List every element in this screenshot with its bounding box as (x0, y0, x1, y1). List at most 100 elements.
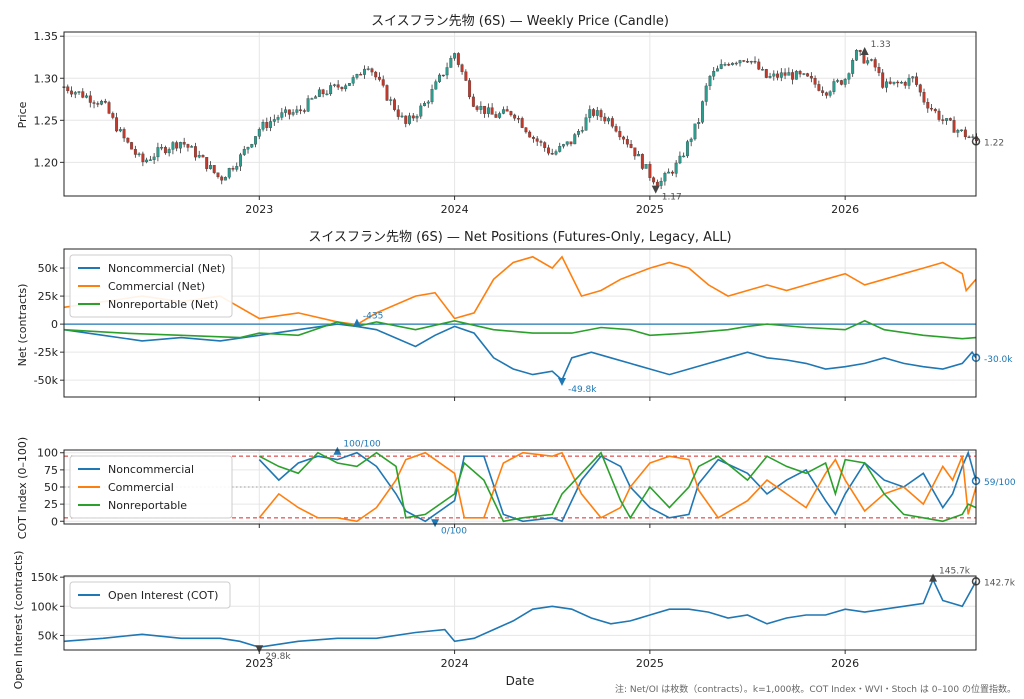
candle-body (817, 84, 821, 91)
candle-body (220, 176, 224, 181)
candle-body (866, 60, 870, 64)
candle-body (302, 110, 306, 112)
candle-body (667, 171, 671, 174)
candle-body (393, 99, 396, 110)
candle-body (685, 141, 689, 157)
candle-body (186, 144, 190, 148)
candle-body (903, 82, 907, 86)
candle-body (336, 84, 340, 88)
annotation-marker (651, 185, 660, 194)
candle-body (193, 146, 197, 158)
candle-body (821, 90, 825, 93)
candle-body (471, 96, 475, 107)
candle-body (787, 72, 791, 76)
x-tick-label: 2025 (636, 657, 664, 670)
candle-body (794, 71, 798, 80)
candle-body (441, 74, 445, 77)
y-tick-label: 0 (51, 318, 58, 331)
candle-body (88, 95, 92, 103)
candle-body (265, 122, 269, 128)
candle-body (141, 153, 145, 163)
candle-body (430, 89, 434, 103)
candle-body (746, 61, 749, 63)
candle-body (291, 112, 295, 115)
candle-body (197, 155, 201, 158)
candle-body (595, 110, 599, 116)
candle-body (231, 168, 235, 170)
annotation-marker (929, 573, 938, 582)
candle-body (389, 99, 393, 101)
candle-body (400, 115, 404, 118)
candle-body (347, 83, 351, 86)
candle-body (573, 134, 577, 145)
legend-box (69, 254, 233, 318)
candle-body (209, 165, 212, 169)
x-axis-label: Date (506, 674, 535, 688)
candle-body (948, 118, 952, 121)
annotation-label: 29.8k (265, 652, 291, 662)
annotation-label: 1.33 (871, 40, 891, 50)
net-y-axis-label: Net (contracts) (16, 284, 29, 367)
candle-body (77, 91, 81, 93)
annotation-label: 0/100 (441, 526, 467, 536)
legend-label: Nonreportable (108, 499, 187, 512)
candle-body (588, 109, 592, 118)
candle-body (171, 142, 175, 150)
series-line (63, 577, 977, 649)
candle-body (261, 122, 265, 130)
candle-body (456, 53, 460, 65)
series-line (258, 451, 977, 523)
candle-body (697, 122, 701, 125)
oi-y-axis-label: Open Interest (contracts) (12, 551, 25, 690)
candle-body (148, 159, 152, 161)
annotation-label: 59/100 (984, 478, 1016, 488)
annotation-marker (352, 318, 361, 327)
candle-body (329, 85, 333, 95)
candle-body (520, 118, 524, 128)
candle-body (915, 76, 918, 85)
candle-body (359, 74, 363, 76)
y-tick-label: 25k (38, 290, 59, 303)
candle-body (70, 90, 73, 95)
candle-body (445, 67, 449, 76)
candle-body (945, 118, 949, 121)
candle-body (531, 137, 535, 139)
x-tick-label: 2023 (245, 657, 273, 670)
candle-body (498, 113, 502, 118)
candle-body (344, 85, 348, 90)
candle-body (483, 105, 487, 114)
annotation-marker (255, 645, 264, 654)
y-tick-label: 150k (31, 571, 59, 584)
candle-body (227, 168, 231, 178)
candle-body (355, 74, 359, 78)
candle-body (178, 142, 182, 149)
candle-body (869, 59, 873, 61)
candle-body (133, 149, 137, 155)
legend-label: Nonreportable (Net) (108, 298, 218, 311)
candle-body (460, 64, 464, 72)
candle-body (749, 61, 753, 63)
x-tick-label: 2026 (831, 657, 859, 670)
candle-body (550, 153, 554, 155)
series-line (258, 450, 977, 523)
candle-body (689, 138, 693, 142)
annotation-label: 1.22 (984, 138, 1004, 148)
candle-body (306, 98, 310, 112)
candle-body (505, 109, 509, 112)
candle-body (719, 64, 723, 69)
y-tick-label: 100k (31, 600, 59, 613)
candle-body (163, 147, 167, 154)
cot-index-panel: COT Index (0–100) 0 25 50 75 100 100/100 0/100… (16, 437, 1016, 539)
candle-body (299, 109, 303, 111)
candle-body (892, 81, 896, 84)
candle-body (813, 78, 817, 85)
candle-body (644, 164, 648, 169)
candle-body (963, 129, 967, 138)
candle-body (280, 112, 284, 118)
y-tick-label: 50k (38, 629, 59, 642)
candle-body (637, 154, 641, 157)
annotation-label: 1.17 (662, 193, 682, 203)
candle-body (734, 62, 738, 65)
candle-body (317, 89, 321, 97)
annotation-marker (333, 446, 342, 455)
